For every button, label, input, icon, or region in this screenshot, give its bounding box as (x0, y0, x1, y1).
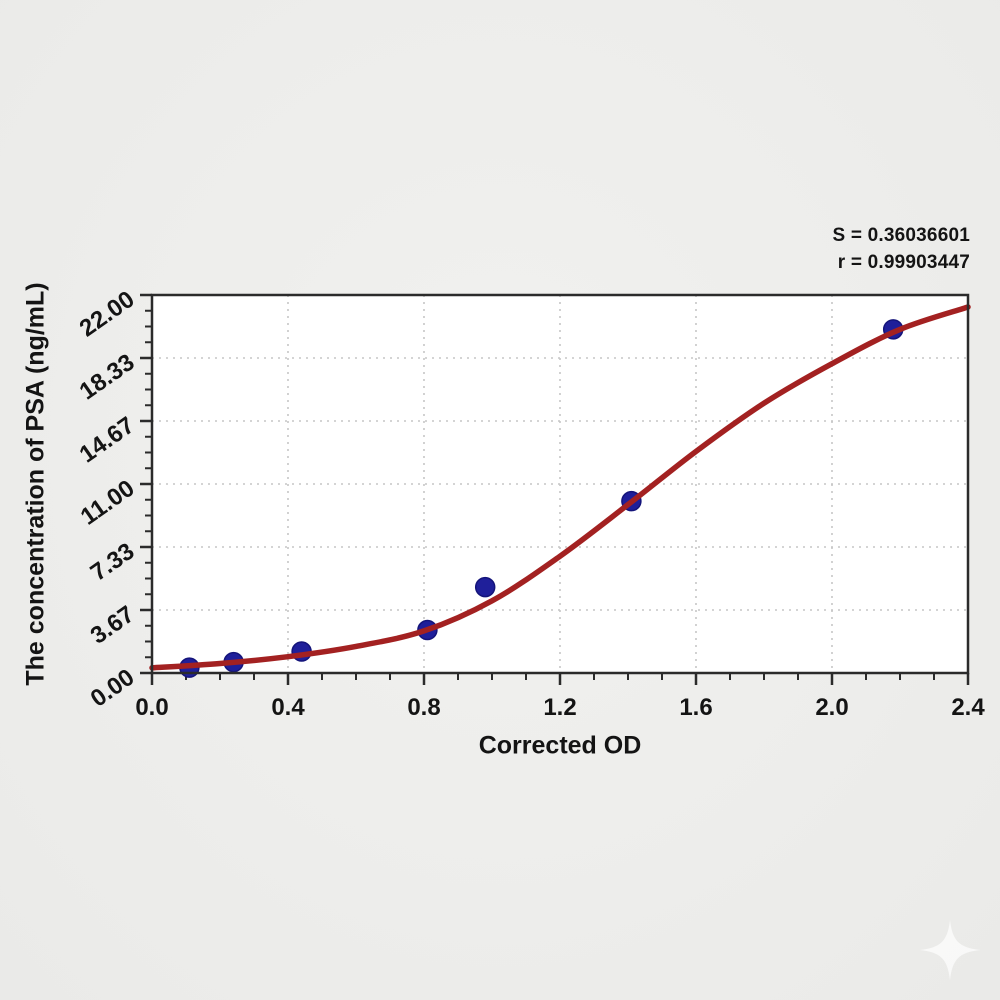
y-tick-label: 22.00 (75, 286, 140, 343)
plot-border (150, 293, 970, 675)
sparkle-watermark-icon (920, 920, 980, 980)
x-tick-label: 0.8 (407, 694, 440, 721)
y-tick-label: 3.67 (86, 601, 140, 650)
y-tick-label: 0.00 (86, 664, 140, 713)
x-tick-label: 1.6 (679, 694, 712, 721)
x-tick-label: 2.4 (951, 694, 985, 721)
y-tick-label: 11.00 (76, 475, 140, 531)
fit-statistics: S = 0.36036601 r = 0.99903447 (832, 222, 970, 276)
fit-statistic-r: r = 0.99903447 (837, 252, 970, 273)
x-tick-label: 2.0 (815, 694, 848, 721)
x-tick-label: 1.2 (543, 694, 576, 721)
y-tick-label: 14.67 (75, 412, 140, 469)
y-tick-label: 7.33 (86, 538, 140, 587)
x-axis-title: Corrected OD (478, 731, 642, 760)
x-tick-label: 0.4 (271, 694, 305, 721)
x-tick-label: 0.0 (135, 694, 168, 721)
fit-statistic-s: S = 0.36036601 (832, 225, 970, 246)
data-point (474, 576, 496, 598)
fitted-curve (149, 304, 971, 671)
y-tick-label: 18.33 (75, 349, 140, 406)
